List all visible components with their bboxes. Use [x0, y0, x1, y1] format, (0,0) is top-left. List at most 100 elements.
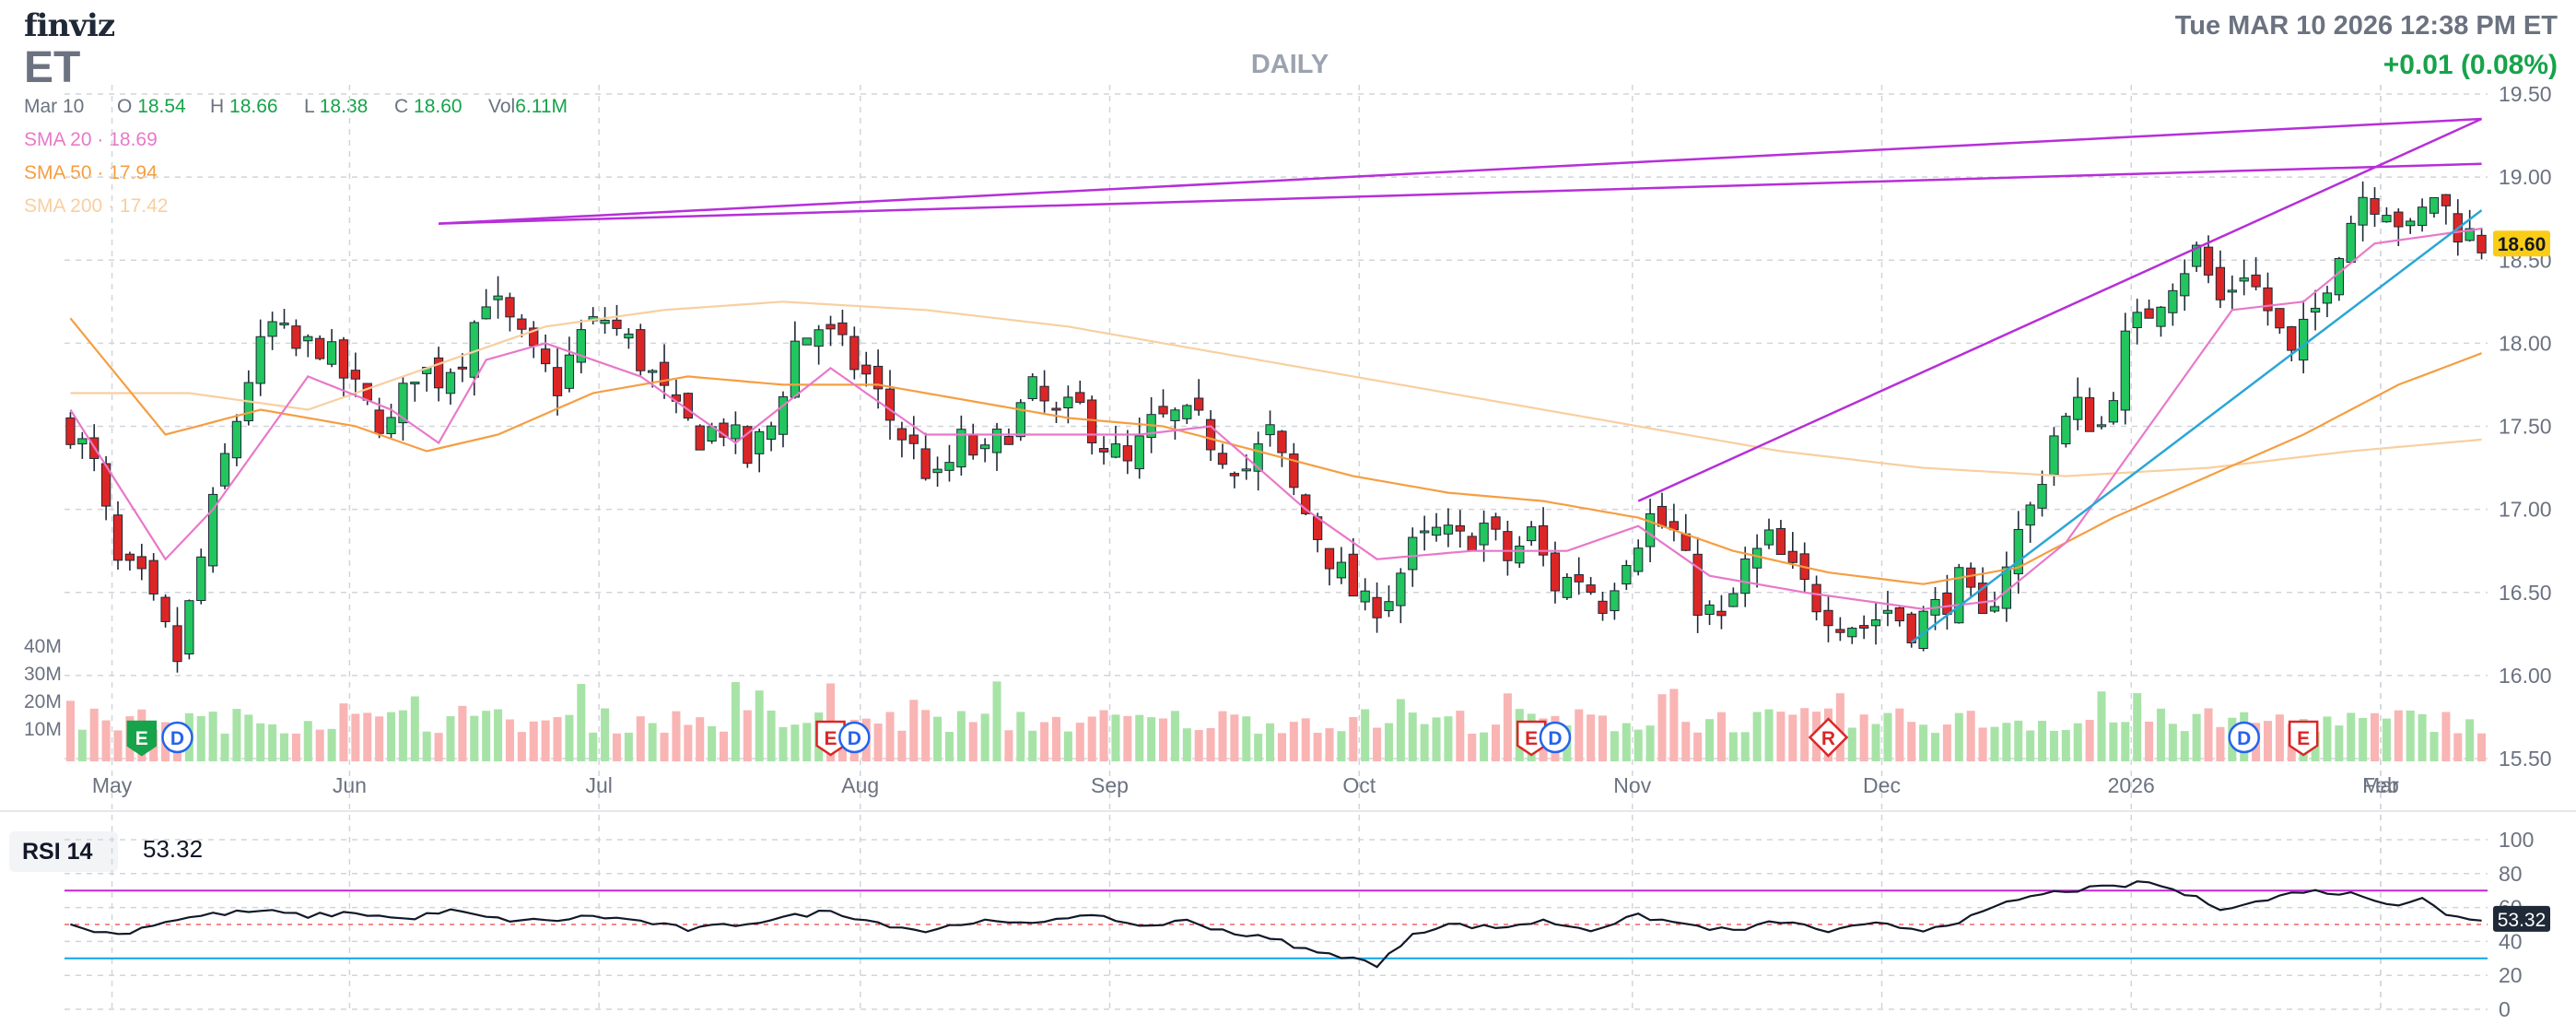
candle-up	[2429, 196, 2440, 214]
candle-down	[1598, 600, 1608, 614]
candle-down	[1586, 584, 1596, 594]
volume-bar	[1895, 708, 1904, 761]
volume-bar	[992, 681, 1001, 761]
volume-bar	[1051, 716, 1061, 761]
volume-bar	[196, 716, 205, 761]
event-marker-label: R	[1821, 728, 1835, 749]
volume-bar	[410, 696, 419, 761]
volume-bar	[933, 716, 943, 761]
volume-bar	[1159, 718, 1168, 761]
candle-down	[1692, 553, 1703, 616]
volume-bar	[2441, 712, 2451, 761]
candle-up	[2096, 424, 2107, 428]
volume-bar	[1182, 728, 1191, 761]
volume-bar	[1480, 732, 1489, 761]
candle-down	[1835, 629, 1845, 633]
volume-bar	[1325, 728, 1334, 761]
volume-bar	[1099, 710, 1108, 761]
candle-up	[2108, 400, 2119, 423]
volume-bar	[363, 712, 372, 761]
volume-bar	[1575, 709, 1584, 761]
volume-bar	[422, 731, 431, 761]
price-tick-label: 19.00	[2499, 165, 2552, 189]
ohlc-low: L 18.38	[304, 96, 369, 117]
volume-bar	[2145, 721, 2154, 761]
volume-bar	[65, 700, 75, 761]
candle-down	[1087, 399, 1097, 444]
candle-down	[1538, 524, 1549, 556]
candle-down	[1098, 448, 1109, 453]
volume-bar	[1111, 714, 1120, 761]
volume-bar	[315, 729, 324, 761]
candle-up	[2310, 307, 2321, 313]
candle-down	[861, 364, 872, 375]
candle-up	[326, 341, 337, 365]
candle-up	[2120, 330, 2130, 411]
volume-bar	[612, 733, 621, 761]
candle-down	[968, 434, 978, 456]
sma20-legend[interactable]: SMA 20 · 18.69	[24, 129, 158, 150]
sma200-legend[interactable]: SMA 200 · 17.42	[24, 195, 169, 217]
candle-up	[1645, 512, 1656, 547]
candle-up	[790, 340, 801, 398]
candle-up	[1882, 609, 1893, 614]
candle-up	[77, 438, 88, 445]
price-tick-label: 15.50	[2499, 747, 2552, 771]
volume-bar	[897, 730, 907, 761]
finviz-logo[interactable]: finviz	[24, 7, 115, 44]
volume-bar	[2216, 726, 2225, 761]
volume-bar	[1396, 699, 1405, 761]
candle-up	[1847, 628, 1857, 638]
candle-down	[1811, 583, 1821, 613]
volume-bar	[767, 710, 776, 761]
candle-up	[1384, 601, 1394, 612]
volume-bar	[2371, 712, 2380, 761]
volume-bar	[1657, 694, 1667, 761]
volume-bar	[636, 716, 645, 761]
rsi-tick-label: 0	[2499, 997, 2511, 1021]
candle-up	[1763, 529, 1774, 546]
candle-down	[338, 339, 349, 379]
candle-down	[1003, 436, 1014, 445]
volume-bar	[624, 732, 633, 761]
month-tick-label: Oct	[1342, 773, 1376, 797]
candle-down	[1942, 592, 1952, 616]
candle-down	[837, 322, 848, 336]
candle-up	[1562, 576, 1572, 598]
volume-bar	[1847, 727, 1856, 761]
volume-bar	[1206, 727, 1215, 761]
volume-bar	[2133, 693, 2142, 761]
rsi-label[interactable]: RSI 14	[9, 831, 118, 872]
candle-down	[884, 388, 896, 421]
volume-bar	[268, 724, 277, 761]
candle-up	[2346, 222, 2356, 264]
volume-bar	[1004, 730, 1013, 761]
volume-bar	[1907, 722, 1916, 761]
volume-bar	[1194, 730, 1203, 761]
candle-up	[2013, 528, 2023, 575]
volume-bar	[1931, 733, 1940, 761]
earnings-marker-icon	[815, 720, 846, 757]
candle-down	[124, 553, 135, 561]
candle-up	[2073, 396, 2083, 420]
ticker-symbol: ET	[24, 43, 81, 92]
candle-up	[648, 370, 658, 373]
volume-bar	[89, 708, 99, 761]
candle-down	[457, 366, 468, 370]
dividend-marker-icon	[838, 721, 871, 754]
volume-bar	[1788, 714, 1797, 761]
volume-bar	[113, 730, 123, 761]
sma50-legend[interactable]: SMA 50 · 17.94	[24, 162, 158, 183]
month-tick-label: Dec	[1863, 773, 1901, 797]
candle-down	[2275, 308, 2285, 329]
volume-bar	[1408, 712, 1417, 761]
volume-bar	[802, 723, 812, 761]
volume-bar	[873, 723, 883, 761]
volume-bar	[2406, 710, 2415, 761]
volume-bar	[1705, 719, 1715, 761]
candle-up	[766, 425, 777, 440]
candle-down	[1657, 505, 1668, 527]
volume-bar	[220, 733, 229, 761]
volume-bar	[980, 713, 989, 761]
